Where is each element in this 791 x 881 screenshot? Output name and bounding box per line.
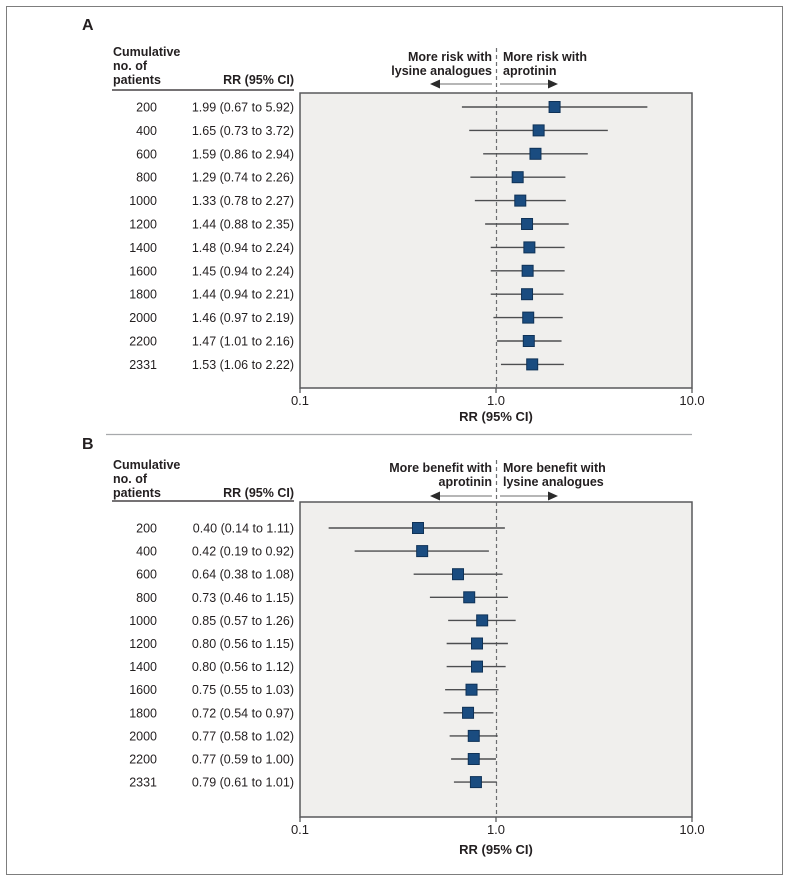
panel-a-patients-cell: 2331 <box>129 358 157 372</box>
panel-a-rr-ci-cell: 1.46 (0.97 to 2.19) <box>192 311 294 325</box>
panel-b-rr-ci-cell: 0.79 (0.61 to 1.01) <box>192 776 294 790</box>
panel-a-right-arrow-head <box>548 79 558 89</box>
panel-b-rr-ci-cell: 0.73 (0.46 to 1.15) <box>192 591 294 605</box>
panel-a-rr-marker <box>526 358 539 371</box>
panel-b-rr-ci-cell: 0.80 (0.56 to 1.15) <box>192 637 294 651</box>
panel-a-rr-marker <box>529 147 542 160</box>
panel-a-rr-column-header: RR (95% CI) <box>223 73 294 87</box>
panel-b-axis-tick-label: 1.0 <box>487 822 505 837</box>
panel-b-rr-marker <box>471 660 484 673</box>
panel-a-rr-ci-cell: 1.99 (0.67 to 5.92) <box>192 101 294 115</box>
panel-a-rr-marker <box>521 218 534 230</box>
panel-b-rr-ci-cell: 0.64 (0.38 to 1.08) <box>192 568 294 582</box>
panel-b-rr-marker <box>463 591 476 604</box>
panel-b-rr-marker <box>452 568 465 581</box>
panel-b-direction-label-right: More benefit with lysine analogues <box>503 461 606 489</box>
panel-b-rr-ci-cell: 0.77 (0.59 to 1.00) <box>192 753 294 767</box>
panel-a-axis-tick-label: 10.0 <box>679 393 704 408</box>
panel-b-patients-cell: 1000 <box>129 614 157 628</box>
panel-a-patients-column-header: Cumulative no. of patients <box>113 45 181 87</box>
panel-b-patients-cell: 2331 <box>129 776 157 790</box>
panel-a-patients-cell: 1400 <box>129 241 157 255</box>
panel-a-patients-cell: 800 <box>136 171 157 185</box>
panel-a-rr-marker <box>522 335 535 347</box>
panel-a-rr-ci-cell: 1.29 (0.74 to 2.26) <box>192 171 294 185</box>
panel-b-patients-cell: 1600 <box>129 683 157 697</box>
panel-a-rr-ci-cell: 1.44 (0.88 to 2.35) <box>192 218 294 232</box>
panel-b-rr-ci-cell: 0.42 (0.19 to 0.92) <box>192 545 294 559</box>
panel-a-rr-marker <box>532 124 545 137</box>
panel-b-direction-label-left: More benefit with aprotinin <box>389 461 492 489</box>
panel-a-rr-marker <box>522 311 535 324</box>
panel-b-rr-ci-cell: 0.72 (0.54 to 0.97) <box>192 706 294 720</box>
panel-b-rr-marker <box>462 706 475 719</box>
panel-b-x-axis-title: RR (95% CI) <box>459 842 533 857</box>
panel-a-patients-cell: 1800 <box>129 288 157 302</box>
panel-a-patients-cell: 2000 <box>129 311 157 325</box>
panel-a-rr-ci-cell: 1.47 (1.01 to 2.16) <box>192 335 294 349</box>
panel-b-rr-ci-cell: 0.75 (0.55 to 1.03) <box>192 683 294 697</box>
panel-a-rr-ci-cell: 1.59 (0.86 to 2.94) <box>192 147 294 161</box>
panel-b-patients-cell: 200 <box>136 522 157 536</box>
panel-a-rr-ci-cell: 1.45 (0.94 to 2.24) <box>192 264 294 278</box>
panel-a-rr-ci-cell: 1.44 (0.94 to 2.21) <box>192 288 294 302</box>
panel-a-patients-cell: 1200 <box>129 218 157 232</box>
panel-a-direction-label-right: More risk with aprotinin <box>503 50 588 78</box>
panel-a-rr-marker <box>514 194 527 207</box>
panel-a-rr-marker <box>521 264 534 277</box>
panel-a-rr-ci-cell: 1.48 (0.94 to 2.24) <box>192 241 294 255</box>
panel-a-rr-marker <box>521 288 534 301</box>
panel-a-left-arrow-head <box>430 79 440 89</box>
panel-b-patients-cell: 800 <box>136 591 157 605</box>
panel-b-right-arrow-head <box>548 491 558 501</box>
panel-b-rr-marker <box>412 522 425 534</box>
panel-a-rr-marker <box>548 101 561 113</box>
panel-b-rr-marker <box>467 729 480 742</box>
panel-a-rr-ci-cell: 1.33 (0.78 to 2.27) <box>192 194 294 208</box>
panel-b-patients-cell: 1400 <box>129 660 157 674</box>
panel-b-label: B <box>82 436 94 453</box>
panel-b-rr-ci-cell: 0.80 (0.56 to 1.12) <box>192 660 294 674</box>
panel-a-label: A <box>82 17 94 34</box>
panel-b-rr-marker <box>471 637 484 650</box>
panel-b-rr-marker <box>467 753 480 765</box>
panel-a-axis-tick-label: 0.1 <box>291 393 309 408</box>
panel-b-rr-ci-cell: 0.40 (0.14 to 1.11) <box>193 522 294 536</box>
panel-b-patients-cell: 1800 <box>129 706 157 720</box>
panel-b-rr-column-header: RR (95% CI) <box>223 486 294 500</box>
panel-a-patients-cell: 400 <box>136 124 157 138</box>
panel-b-patients-cell: 2200 <box>129 753 157 767</box>
panel-b-rr-marker <box>469 776 482 789</box>
panel-b-patients-cell: 1200 <box>129 637 157 651</box>
panel-a-patients-cell: 600 <box>136 147 157 161</box>
panel-b-rr-ci-cell: 0.85 (0.57 to 1.26) <box>192 614 294 628</box>
panel-b-rr-marker <box>416 545 429 558</box>
panel-a-patients-cell: 1000 <box>129 194 157 208</box>
panel-a-rr-ci-cell: 1.65 (0.73 to 3.72) <box>192 124 294 138</box>
panel-a-rr-ci-cell: 1.53 (1.06 to 2.22) <box>192 358 294 372</box>
panel-a-rr-marker <box>511 171 524 184</box>
figure-border <box>6 6 783 875</box>
panel-b-rr-ci-cell: 0.77 (0.58 to 1.02) <box>192 729 294 743</box>
panel-a-axis-tick-label: 1.0 <box>487 393 505 408</box>
panel-b-left-arrow-head <box>430 491 440 501</box>
panel-a-patients-cell: 1600 <box>129 264 157 278</box>
panel-b-patients-cell: 400 <box>136 545 157 559</box>
panel-a-direction-label-left: More risk with lysine analogues <box>391 50 492 78</box>
panel-b-rr-marker <box>465 683 478 696</box>
panel-b-patients-column-header: Cumulative no. of patients <box>113 458 181 500</box>
panel-b-axis-tick-label: 10.0 <box>679 822 704 837</box>
panel-b-patients-cell: 600 <box>136 568 157 582</box>
panel-b-axis-tick-label: 0.1 <box>291 822 309 837</box>
panel-a-patients-cell: 2200 <box>129 335 157 349</box>
panel-a-x-axis-title: RR (95% CI) <box>459 409 533 424</box>
panel-a-rr-marker <box>523 241 536 254</box>
panel-a-patients-cell: 200 <box>136 101 157 115</box>
panel-b-rr-marker <box>476 614 489 627</box>
panel-b-patients-cell: 2000 <box>129 729 157 743</box>
